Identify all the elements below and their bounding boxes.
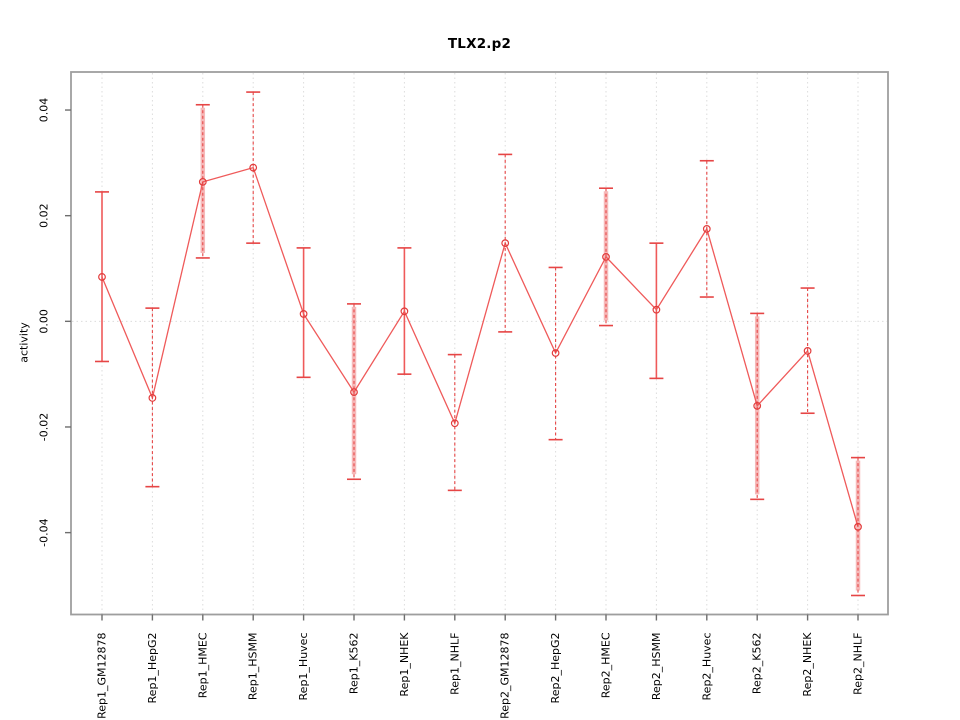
x-tick-label: Rep2_HepG2 <box>549 633 562 704</box>
data-point <box>249 163 258 172</box>
y-tick-label: -0.04 <box>38 518 51 546</box>
x-tick-label: Rep2_K562 <box>751 633 764 695</box>
data-point <box>299 310 308 318</box>
data-point <box>652 305 661 314</box>
series-line <box>101 166 859 527</box>
y-tick-label: 0.00 <box>38 309 51 334</box>
data-point <box>854 522 862 531</box>
x-tick-label: Rep1_K562 <box>348 633 361 695</box>
x-tick-label: Rep1_HepG2 <box>146 633 159 704</box>
data-point <box>753 401 762 410</box>
x-tick-label: Rep1_NHEK <box>398 632 411 697</box>
x-tick-label: Rep1_Huvec <box>297 633 310 701</box>
y-tick-label: -0.02 <box>38 413 51 441</box>
x-tick-label: Rep2_NHLF <box>852 633 865 695</box>
y-tick-label: 0.02 <box>38 203 51 228</box>
x-tick-label: Rep2_HSMM <box>650 633 663 701</box>
x-tick-label: Rep1_NHLF <box>448 633 461 695</box>
data-point <box>198 177 207 186</box>
data-point <box>702 224 711 233</box>
data-point <box>551 349 560 357</box>
x-tick-label: Rep2_NHEK <box>801 632 814 697</box>
data-point <box>350 388 358 397</box>
y-tick-label: 0.04 <box>38 98 51 123</box>
x-tick-label: Rep1_GM12878 <box>96 633 109 719</box>
x-tick-label: Rep2_Huvec <box>700 633 713 701</box>
data-point <box>501 239 510 248</box>
data-point <box>98 273 106 281</box>
plot-border <box>70 71 889 616</box>
data-point <box>400 307 409 316</box>
x-tick-label: Rep2_HMEC <box>600 632 613 698</box>
data-point <box>803 347 812 355</box>
data-point <box>148 394 157 402</box>
chart-title: TLX2.p2 <box>447 36 512 52</box>
data-point <box>450 419 459 428</box>
x-tick-label: Rep2_GM12878 <box>499 633 512 719</box>
x-tick-label: Rep1_HSMM <box>247 633 260 701</box>
data-point <box>602 252 610 261</box>
x-tick-label: Rep1_HMEC <box>196 632 209 698</box>
